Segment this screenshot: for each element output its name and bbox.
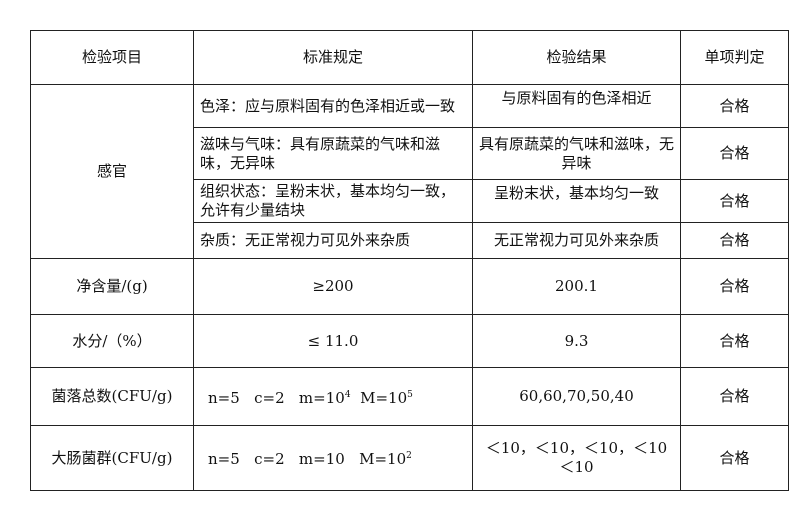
standard-cell: n=5 c=2 m=10 M=102 — [193, 425, 473, 491]
table-row: 感官 色泽：应与原料固有的色泽相近或一致 与原料固有的色泽相近 合格 — [30, 84, 789, 259]
result-cell: ＜10，＜10，＜10，＜10 ＜10 — [472, 425, 681, 491]
sampling-c: c=2 — [254, 450, 285, 468]
item-cell: 菌落总数(CFU/g) — [30, 367, 194, 426]
header-row: 检验项目 标准规定 检验结果 单项判定 — [30, 30, 789, 85]
verdict-cell: 合格 — [680, 127, 789, 180]
table-row: 净含量/(g) ≥200 200.1 合格 — [30, 258, 789, 315]
table-row: 组织状态：呈粉末状，基本均匀一致，允许有少量结块 呈粉末状，基本均匀一致 合格 — [31, 179, 789, 223]
result-cell: 具有原蔬菜的气味和滋味，无异味 — [472, 127, 681, 180]
header-cell: 检验项目 — [30, 30, 194, 85]
sampling-n: n=5 — [208, 450, 240, 468]
sampling-n: n=5 — [208, 388, 240, 407]
verdict-cell: 合格 — [680, 179, 789, 223]
sampling-M-exponent: 5 — [407, 389, 413, 400]
header-cell: 标准规定 — [193, 30, 473, 85]
result-cell: 9.3 — [472, 314, 681, 368]
sampling-M: M=10 — [359, 450, 407, 468]
sampling-m-exponent: 4 — [344, 389, 351, 400]
item-cell: 水分/（%） — [30, 314, 194, 368]
standard-cell: 组织状态：呈粉末状，基本均匀一致，允许有少量结块 — [193, 179, 473, 223]
result-cell: 200.1 — [472, 258, 681, 315]
sampling-M-exponent: 2 — [406, 451, 412, 461]
standard-cell: 色泽：应与原料固有的色泽相近或一致 — [193, 84, 473, 128]
standard-cell: 杂质：无正常视力可见外来杂质 — [193, 222, 473, 259]
item-cell: 净含量/(g) — [30, 258, 194, 315]
table-row: 水分/（%） ≤ 11.0 9.3 合格 — [30, 314, 789, 368]
result-cell: 与原料固有的色泽相近 — [472, 84, 681, 128]
verdict-cell: 合格 — [680, 367, 789, 426]
sampling-m: m=10 — [298, 450, 345, 468]
table-row: 大肠菌群(CFU/g) n=5 c=2 m=10 M=102 ＜10，＜10，＜… — [30, 425, 789, 491]
verdict-cell: 合格 — [680, 425, 789, 491]
header-cell: 检验结果 — [472, 30, 681, 85]
table-row: 滋味与气味：具有原蔬菜的气味和滋味，无异味 具有原蔬菜的气味和滋味，无异味 合格 — [31, 127, 789, 180]
table-row: 菌落总数(CFU/g) n=5 c=2 m=104 M=105 60,60,70… — [30, 367, 789, 426]
standard-cell: 滋味与气味：具有原蔬菜的气味和滋味，无异味 — [193, 127, 473, 180]
standard-cell: ≥200 — [193, 258, 473, 315]
verdict-cell: 合格 — [680, 258, 789, 315]
item-cell: 感官 — [30, 84, 194, 259]
result-cell: 60,60,70,50,40 — [472, 367, 681, 426]
sampling-m: m=10 — [298, 388, 345, 407]
verdict-cell: 合格 — [680, 84, 789, 128]
sampling-M: M=10 — [360, 388, 408, 407]
verdict-cell: 合格 — [680, 314, 789, 368]
standard-cell: ≤ 11.0 — [193, 314, 473, 368]
inspection-table: 检验项目 标准规定 检验结果 单项判定 感官 色泽：应与原料固有的色泽相近或一致… — [30, 30, 789, 491]
sampling-c: c=2 — [254, 388, 285, 407]
result-cell: 呈粉末状，基本均匀一致 — [472, 179, 681, 223]
item-cell: 大肠菌群(CFU/g) — [30, 425, 194, 491]
standard-cell: n=5 c=2 m=104 M=105 — [193, 367, 473, 426]
header-cell: 单项判定 — [680, 30, 789, 85]
table-row: 杂质：无正常视力可见外来杂质 无正常视力可见外来杂质 合格 — [31, 222, 789, 259]
verdict-cell: 合格 — [680, 222, 789, 259]
result-cell: 无正常视力可见外来杂质 — [472, 222, 681, 259]
